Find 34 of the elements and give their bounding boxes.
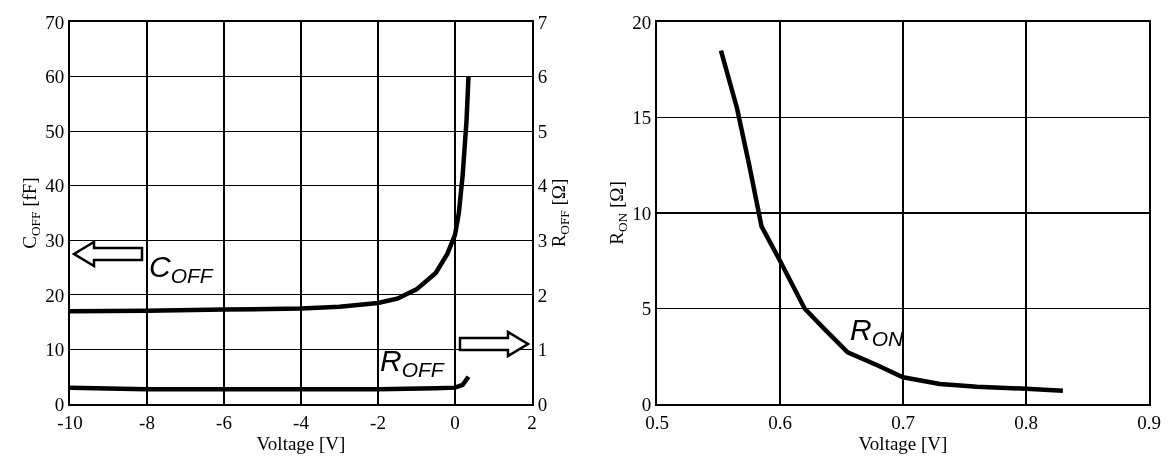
y-tick-label: 50 xyxy=(45,120,65,142)
y-tick-label: 10 xyxy=(632,202,652,224)
y2-tick-label: 6 xyxy=(537,66,548,88)
y2-tick-label: 0 xyxy=(537,393,548,415)
y2-tick-label: 2 xyxy=(537,284,548,306)
y2-tick-label: 4 xyxy=(537,175,548,197)
y-tick-label: 20 xyxy=(632,11,652,33)
x-tick-label: 0.6 xyxy=(768,411,792,433)
y-tick-label: 20 xyxy=(45,284,65,306)
x-tick-label: -4 xyxy=(293,411,310,433)
x-tick-label: 0.7 xyxy=(891,411,915,433)
y-tick-label: 5 xyxy=(641,298,652,320)
x-tick-label: -8 xyxy=(139,411,155,433)
x-axis-title: Voltage [V] xyxy=(256,432,346,454)
y-tick-label: 40 xyxy=(45,175,65,197)
x-tick-label: -6 xyxy=(216,411,232,433)
x-tick-label: 0.9 xyxy=(1137,411,1161,433)
x-axis-title: Voltage [V] xyxy=(858,432,948,454)
x-tick-label: 0.8 xyxy=(1014,411,1038,433)
y-tick-label: 15 xyxy=(632,107,652,129)
legend-label: C$_{OFF}$ xyxy=(149,250,214,288)
y-tick-label: 30 xyxy=(45,229,65,251)
y2-tick-label: 7 xyxy=(537,11,548,33)
x-tick-label: 2 xyxy=(527,411,537,433)
x-tick-label: 0 xyxy=(450,411,460,433)
y-tick-label: 10 xyxy=(45,339,65,361)
y2-tick-label: 5 xyxy=(537,120,548,142)
y2-tick-label: 3 xyxy=(537,229,548,251)
series-label: R$_{OFF}$ xyxy=(380,344,445,382)
y-tick-label: 60 xyxy=(45,66,65,88)
series-label: R$_{ON}$ xyxy=(850,313,905,351)
y2-tick-label: 1 xyxy=(537,339,548,361)
y-tick-label: 70 xyxy=(45,11,65,33)
x-tick-label: -2 xyxy=(370,411,386,433)
